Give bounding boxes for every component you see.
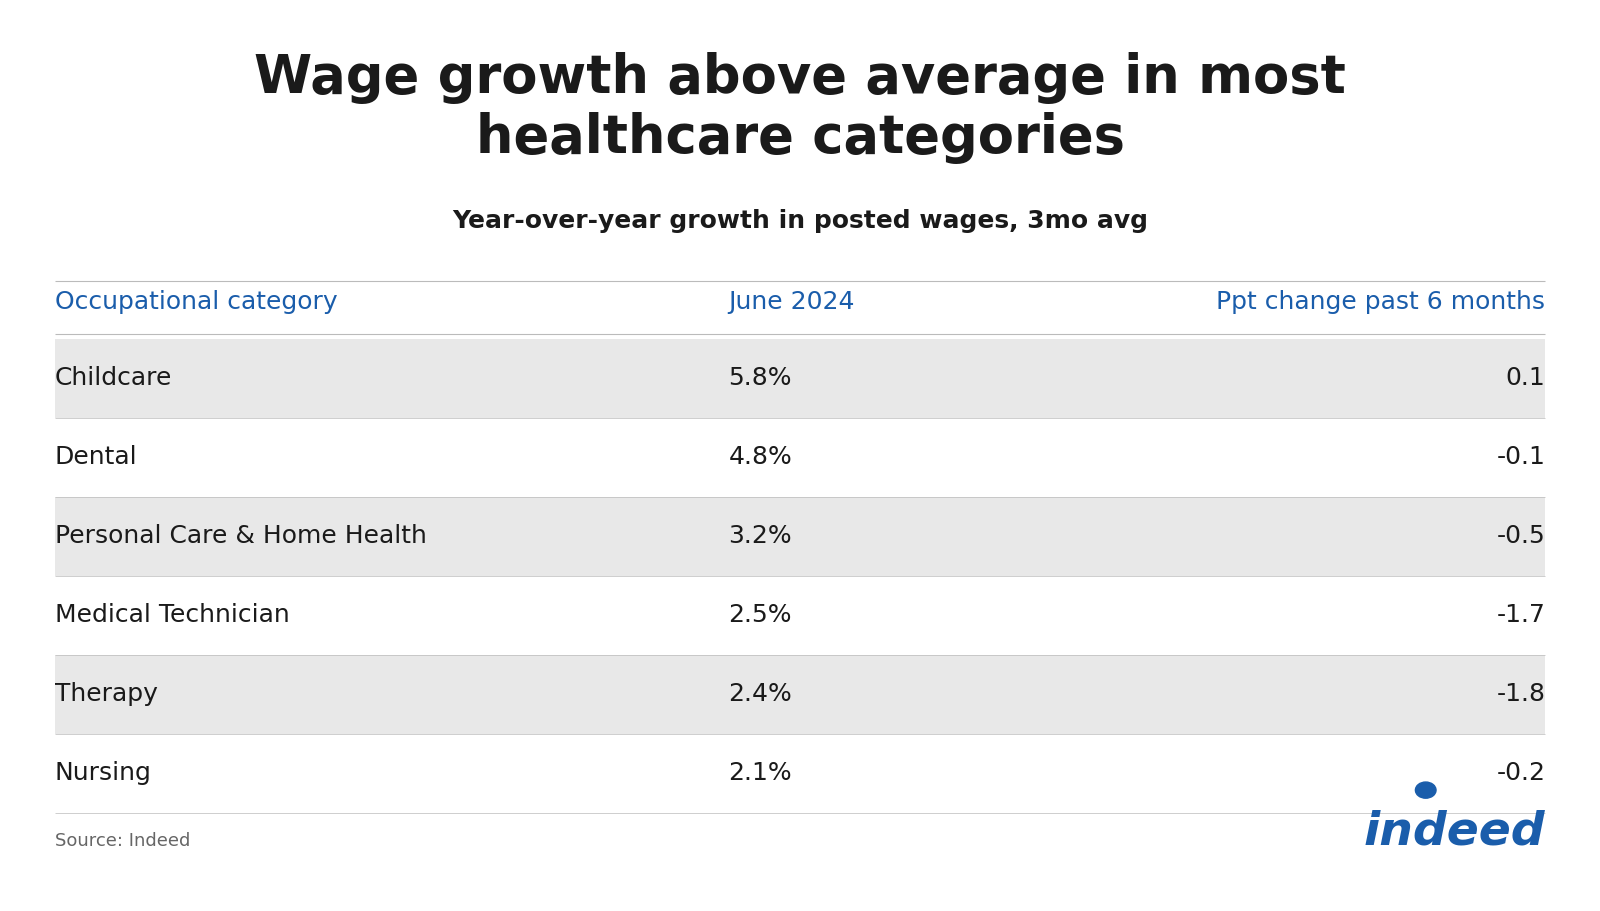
Text: June 2024: June 2024 — [728, 290, 854, 313]
Ellipse shape — [1416, 782, 1437, 798]
Text: Personal Care & Home Health: Personal Care & Home Health — [54, 524, 427, 548]
Text: Ppt change past 6 months: Ppt change past 6 months — [1216, 290, 1546, 313]
Bar — [54, 418, 1546, 496]
Text: indeed: indeed — [1363, 810, 1546, 855]
Text: Wage growth above average in most
healthcare categories: Wage growth above average in most health… — [254, 52, 1346, 164]
Bar — [54, 576, 1546, 655]
Bar — [54, 655, 1546, 733]
Text: -1.7: -1.7 — [1496, 603, 1546, 627]
Text: -0.5: -0.5 — [1496, 524, 1546, 548]
Text: -1.8: -1.8 — [1496, 682, 1546, 706]
Text: -0.2: -0.2 — [1496, 761, 1546, 785]
Bar — [54, 496, 1546, 576]
Text: Therapy: Therapy — [54, 682, 157, 706]
Text: Dental: Dental — [54, 445, 138, 469]
Text: 2.5%: 2.5% — [728, 603, 792, 627]
Text: Medical Technician: Medical Technician — [54, 603, 290, 627]
Text: 4.8%: 4.8% — [728, 445, 792, 469]
Text: 2.4%: 2.4% — [728, 682, 792, 706]
Text: Childcare: Childcare — [54, 366, 171, 390]
Text: Year-over-year growth in posted wages, 3mo avg: Year-over-year growth in posted wages, 3… — [453, 209, 1149, 233]
Text: Nursing: Nursing — [54, 761, 152, 785]
Text: 2.1%: 2.1% — [728, 761, 792, 785]
Text: 0.1: 0.1 — [1506, 366, 1546, 390]
Text: 3.2%: 3.2% — [728, 524, 792, 548]
Text: 5.8%: 5.8% — [728, 366, 792, 390]
Bar — [54, 339, 1546, 418]
Text: Occupational category: Occupational category — [54, 290, 338, 313]
Bar — [54, 733, 1546, 813]
Text: -0.1: -0.1 — [1496, 445, 1546, 469]
Text: Source: Indeed: Source: Indeed — [54, 833, 190, 850]
